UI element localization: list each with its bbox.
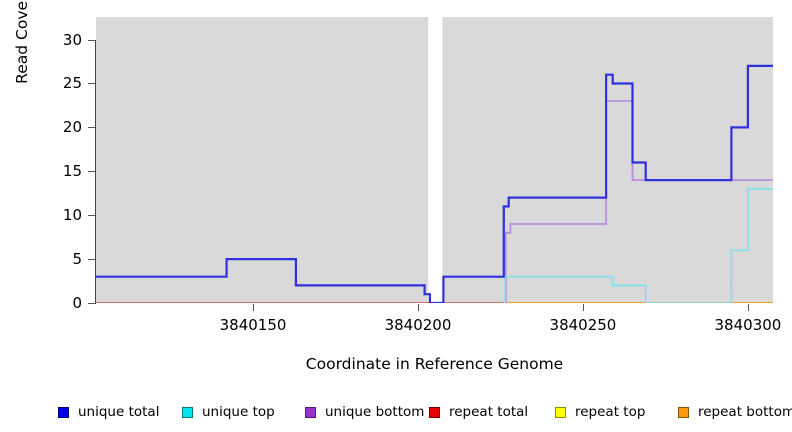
x-tick-mark	[582, 304, 584, 311]
x-tick-mark	[418, 304, 419, 311]
series-unique-top	[503, 188, 773, 303]
y-tick-label: 25	[62, 74, 82, 93]
y-tick-mark	[88, 303, 95, 304]
x-axis-title: Coordinate in Reference Genome	[305, 355, 564, 373]
y-tick-mark	[88, 127, 95, 129]
y-axis-line	[95, 39, 96, 304]
x-tick-label: 3840300	[714, 316, 782, 334]
legend-label: unique total	[78, 404, 160, 420]
legend-item-unique-top: unique top	[182, 402, 275, 422]
legend-swatch-icon	[182, 406, 193, 418]
legend-swatch-icon	[305, 406, 316, 418]
masked-gap-region	[428, 17, 443, 303]
y-tick-label: 10	[62, 206, 82, 225]
y-tick-label: 0	[72, 294, 82, 312]
y-tick-mark	[88, 215, 95, 217]
y-tick-mark	[88, 259, 95, 261]
legend-item-repeat-total: repeat total	[429, 402, 528, 422]
legend-item-repeat-top: repeat top	[555, 402, 645, 422]
legend-item-repeat-bottom: repeat bottom	[678, 402, 792, 422]
y-tick-label: 20	[62, 118, 82, 137]
coverage-step-chart	[96, 17, 773, 303]
chart-legend: unique total unique top unique bottom repea…	[0, 399, 792, 423]
legend-swatch-icon	[58, 406, 69, 418]
y-tick-mark	[88, 171, 95, 173]
legend-label: repeat total	[449, 404, 529, 420]
y-tick-label: 5	[72, 250, 82, 269]
y-tick-mark	[88, 83, 95, 85]
legend-label: repeat top	[575, 404, 646, 420]
x-tick-mark	[747, 304, 749, 311]
legend-swatch-icon	[678, 406, 689, 418]
y-tick-mark	[88, 39, 95, 41]
x-tick-label: 3840150	[219, 316, 287, 334]
x-tick-mark	[253, 304, 255, 311]
legend-label: unique top	[202, 404, 275, 420]
plot-area	[96, 17, 773, 303]
legend-swatch-icon	[555, 406, 566, 418]
series-unique-total	[96, 64, 773, 303]
legend-swatch-icon	[429, 406, 440, 418]
y-axis-title: Read Coverage Depth	[13, 0, 31, 84]
legend-item-unique-bottom: unique bottom	[305, 402, 424, 422]
legend-label: unique bottom	[325, 404, 425, 420]
y-tick-label: 30	[62, 30, 82, 49]
x-tick-label: 3840250	[549, 316, 617, 334]
y-tick-label: 15	[62, 162, 82, 181]
legend-label: repeat bottom	[698, 404, 792, 420]
x-tick-label: 3840200	[384, 316, 452, 334]
legend-item-unique-total: unique total	[58, 402, 159, 422]
series-unique-bottom	[504, 100, 773, 303]
